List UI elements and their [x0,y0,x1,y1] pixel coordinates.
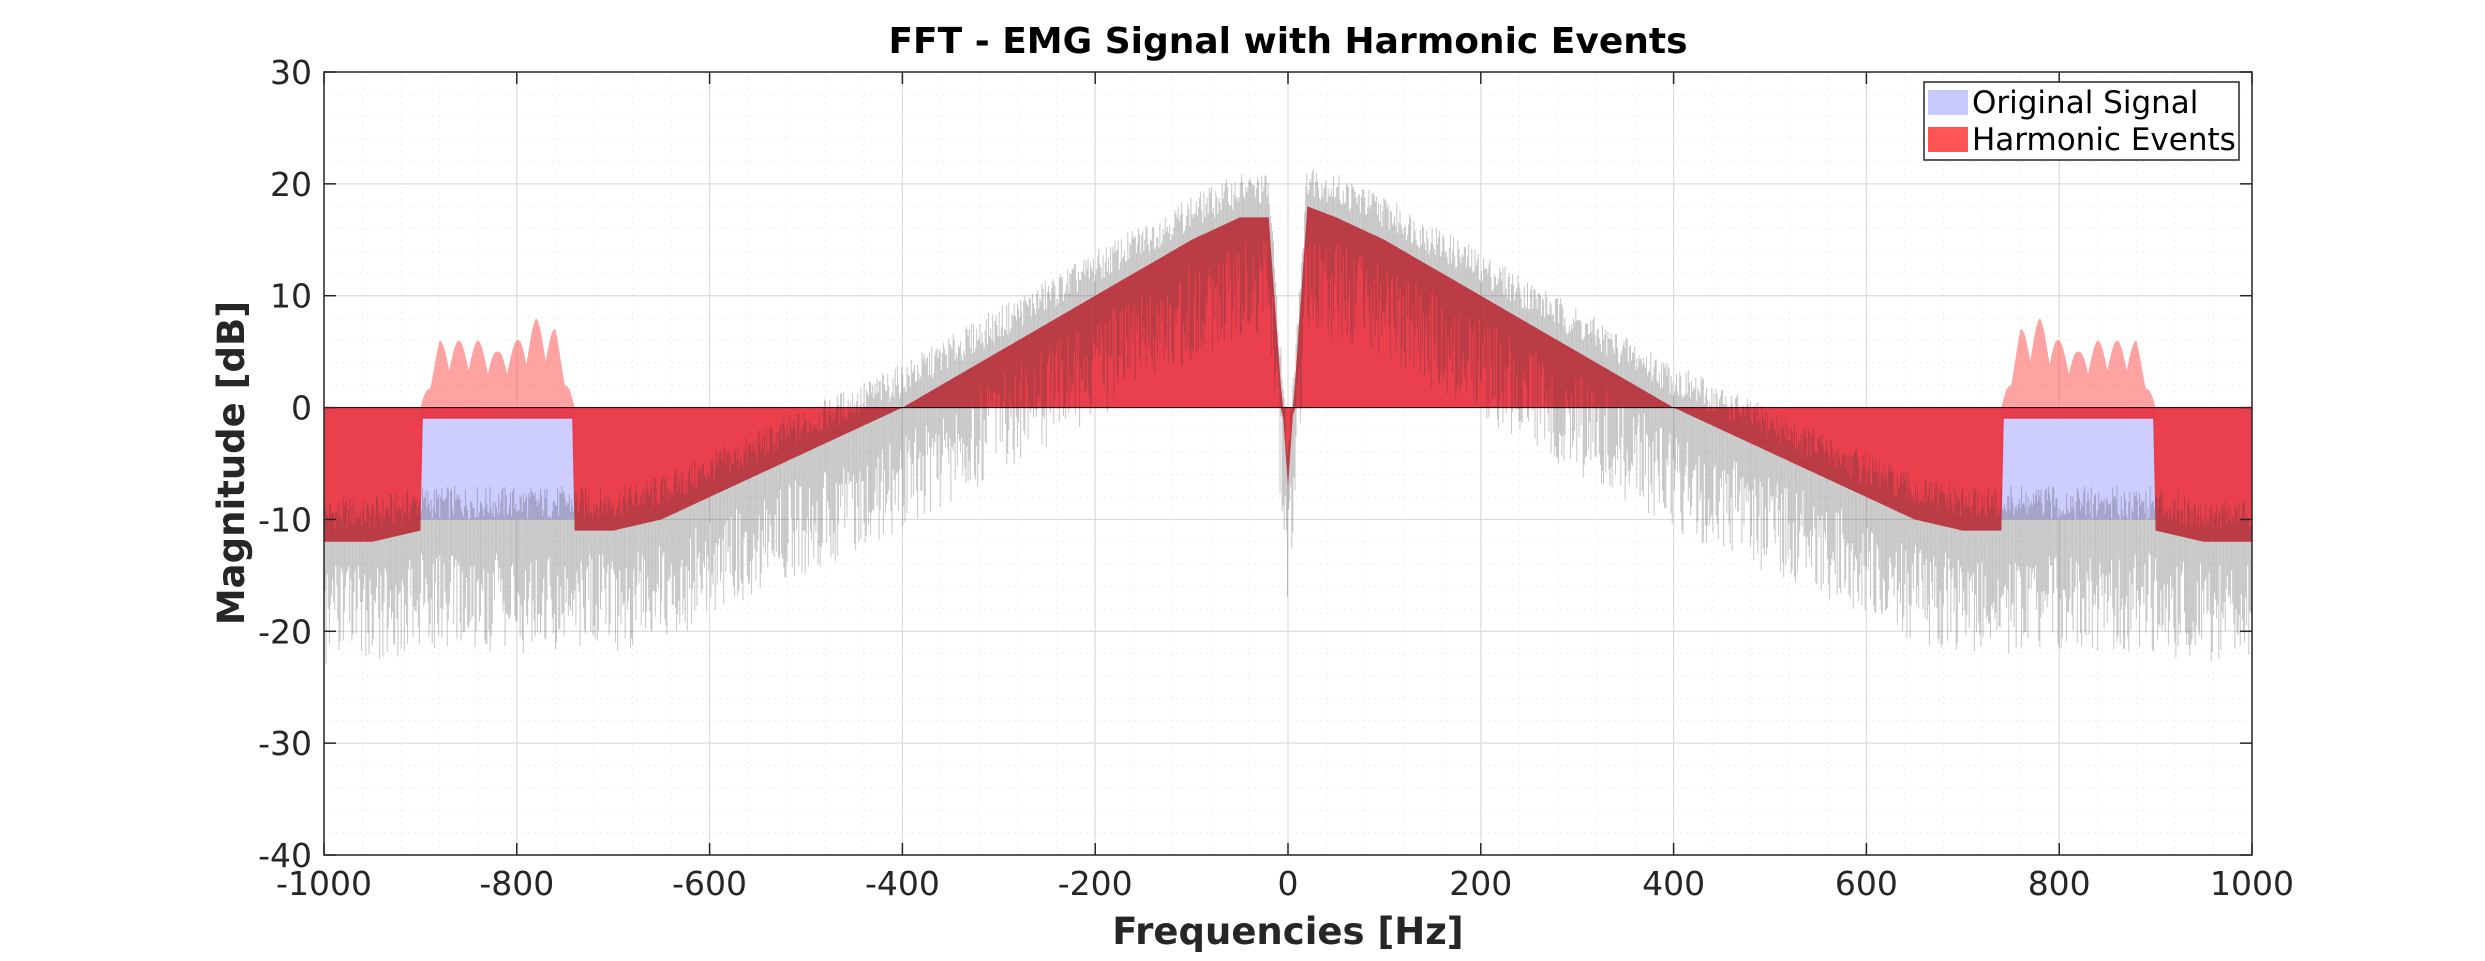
x-axis-label: Frequencies [Hz] [1112,910,1463,953]
axis-ticks: -1000 -800 -600 -400 -200 0 200 400 600 800 1000-4… [258,53,2294,903]
x-tick-label: -600 [672,864,747,903]
x-tick-label: -800 [479,864,554,903]
x-tick-label: 800 [2028,864,2091,903]
y-tick-label: -40 [258,836,312,875]
original-signal-band-left [420,407,575,520]
x-tick-label: -200 [1058,864,1133,903]
legend-label-original-signal: Original Signal [1972,85,2198,121]
legend-box [1923,81,2240,161]
legend-label-harmonic-events: Harmonic Events [1972,122,2236,158]
y-tick-label: -10 [258,500,312,539]
y-tick-label: 20 [270,165,312,204]
y-tick-label: 30 [270,53,312,92]
chart-title: FFT - EMG Signal with Harmonic Events [888,21,1687,62]
x-tick-label: 1000 [2210,864,2294,903]
y-tick-label: 0 [291,389,312,428]
y-axis-label: Magnitude [dB] [210,301,253,625]
spectrum-noise [324,168,2252,664]
x-tick-label: 400 [1642,864,1705,903]
legend: Original Signal Harmonic Events [1923,81,2240,161]
harmonic-events-area-right [2001,318,2156,408]
original-signal-area-negative [324,407,2252,542]
y-tick-label: 10 [270,277,312,316]
x-tick-label: 0 [1278,864,1299,903]
x-tick-label: 600 [1835,864,1898,903]
original-signal-band-right [2001,407,2156,520]
harmonic-events-area-left [420,318,575,408]
x-tick-label: -400 [865,864,940,903]
legend-swatch-original-signal [1928,90,1968,115]
x-tick-label: -1000 [276,864,372,903]
data-layer [324,168,2252,664]
x-tick-label: 200 [1449,864,1512,903]
y-tick-label: -20 [258,612,312,651]
y-tick-label: -30 [258,724,312,763]
legend-swatch-harmonic-events [1928,127,1968,152]
